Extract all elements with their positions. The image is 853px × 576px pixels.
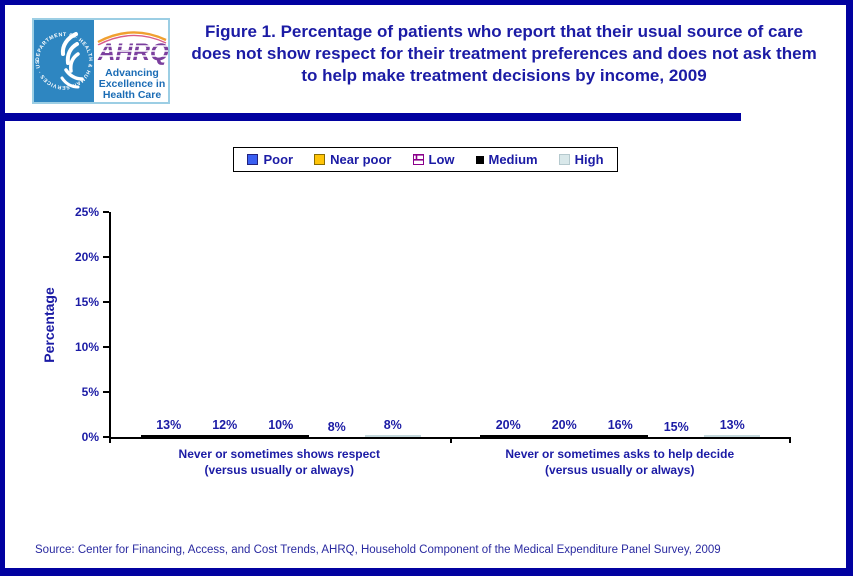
- y-axis-tick-mark: [103, 391, 109, 393]
- category-label-shows-respect: Never or sometimes shows respect (versus…: [109, 447, 450, 478]
- bar-low: [252, 435, 309, 437]
- y-axis-tick-mark: [103, 301, 109, 303]
- bar-high: [704, 435, 761, 437]
- legend-label-medium: Medium: [488, 152, 538, 167]
- bar-group: 13% 12% 10% 8% 8%: [111, 212, 451, 437]
- bar-value-label: 8%: [327, 420, 346, 434]
- bar-value-label: 10%: [268, 418, 294, 432]
- y-axis-tick-label: 10%: [74, 340, 99, 354]
- bar-value-label: 20%: [551, 418, 577, 432]
- bar-value-label: 8%: [383, 418, 402, 432]
- category-line-1: Never or sometimes shows respect: [178, 447, 380, 461]
- bar-cell-low: 16%: [592, 418, 649, 437]
- y-axis-tick-mark: [103, 211, 109, 213]
- legend-item-poor: Poor: [247, 152, 293, 167]
- legend-swatch-medium: [475, 155, 484, 164]
- legend-item-near-poor: Near poor: [314, 152, 392, 167]
- bar-cell-poor: 13%: [140, 418, 197, 437]
- y-axis-tick-label: 15%: [74, 295, 99, 309]
- category-label-asks-to-help-decide: Never or sometimes asks to help decide (…: [450, 447, 791, 478]
- y-axis-title: Percentage: [41, 286, 57, 363]
- hhs-eagle-icon: [60, 32, 84, 89]
- figure-title: Figure 1. Percentage of patients who rep…: [191, 22, 817, 86]
- ahrq-wordmark: AHRQ: [97, 39, 169, 66]
- bar-cell-high: 13%: [704, 418, 761, 437]
- legend-swatch-poor: [247, 154, 259, 165]
- legend: Poor Near poor Low Medium High: [233, 147, 618, 172]
- bar-cell-low: 10%: [252, 418, 309, 437]
- legend-label-poor: Poor: [263, 152, 294, 167]
- y-axis-tick-mark: [103, 436, 109, 438]
- bar-value-label: 20%: [495, 418, 521, 432]
- bar-low: [592, 435, 649, 437]
- ahrq-logo-graphic: DEPARTMENT OF HEALTH & HUMAN SERVICES · …: [30, 14, 170, 104]
- bar-cell-high: 8%: [364, 418, 421, 437]
- y-axis-tick-mark: [103, 256, 109, 258]
- plot-box: Percentage 0% 5% 10% 15% 20% 25% 13% 12% 10% 8% 8%…: [41, 205, 791, 444]
- bar-poor: [140, 435, 197, 437]
- y-axis-tick-label: 0%: [81, 430, 99, 444]
- legend-label-high: High: [574, 152, 604, 167]
- chart-area: Percentage 0% 5% 10% 15% 20% 25% 13% 12% 10% 8% 8%…: [41, 205, 791, 444]
- ahrq-logo: DEPARTMENT OF HEALTH & HUMAN SERVICES · …: [30, 14, 170, 104]
- bar-cell-near_poor: 20%: [536, 418, 593, 437]
- bar-value-label: 13%: [156, 418, 182, 432]
- ahrq-rainbow-arc-icon: [97, 31, 167, 46]
- source-note: Source: Center for Financing, Access, an…: [35, 544, 721, 556]
- bar-near_poor: [536, 435, 593, 437]
- category-line-2: (versus usually or always): [204, 462, 354, 477]
- legend-label-near-poor: Near poor: [330, 152, 392, 167]
- legend-label-low: Low: [428, 152, 455, 167]
- header-divider-bar: [5, 113, 741, 121]
- bar-value-label: 16%: [607, 418, 633, 432]
- bar-cell-medium: 8%: [309, 420, 365, 437]
- bar-cell-medium: 15%: [648, 420, 704, 437]
- y-axis-tick-label: 20%: [74, 250, 99, 264]
- bar-cell-poor: 20%: [480, 418, 537, 437]
- header: DEPARTMENT OF HEALTH & HUMAN SERVICES · …: [5, 5, 846, 104]
- legend-row: Poor Near poor Low Medium High: [5, 147, 846, 172]
- bar-poor: [480, 435, 537, 437]
- legend-item-high: High: [558, 152, 604, 167]
- x-axis-tick-mark: [109, 437, 111, 443]
- category-line-1: Never or sometimes asks to help decide: [505, 447, 735, 461]
- x-axis-tick-mark: [449, 437, 452, 443]
- y-axis-tick-mark: [103, 346, 109, 348]
- bar-value-label: 13%: [719, 418, 745, 432]
- bar-value-label: 15%: [663, 420, 689, 434]
- bar-high: [364, 435, 421, 437]
- bar-group: 20% 20% 16% 15% 13%: [451, 212, 791, 437]
- category-line-2: (versus usually or always): [545, 462, 695, 477]
- y-axis-tick-label: 25%: [74, 205, 99, 219]
- x-axis-tick-mark: [789, 437, 791, 443]
- legend-swatch-high: [558, 154, 570, 165]
- legend-swatch-low: [412, 154, 424, 165]
- ahrq-wordmark-stripes: [98, 45, 168, 57]
- legend-item-low: Low: [412, 152, 455, 167]
- bar-cell-near_poor: 12%: [196, 418, 253, 437]
- svg-text:Excellence in: Excellence in: [99, 78, 166, 90]
- bar-value-label: 12%: [212, 418, 238, 432]
- legend-item-medium: Medium: [475, 152, 538, 167]
- x-axis-category-labels: Never or sometimes shows respect (versus…: [109, 447, 790, 478]
- y-axis-tick-label: 5%: [81, 385, 99, 399]
- legend-swatch-near-poor: [314, 154, 326, 165]
- svg-text:Health Care: Health Care: [103, 89, 162, 101]
- ahrq-tagline: Advancing Excellence in Health Care: [99, 67, 166, 101]
- bar-near_poor: [196, 435, 253, 437]
- svg-text:Advancing: Advancing: [105, 67, 159, 79]
- hhs-seal-background: [34, 20, 94, 102]
